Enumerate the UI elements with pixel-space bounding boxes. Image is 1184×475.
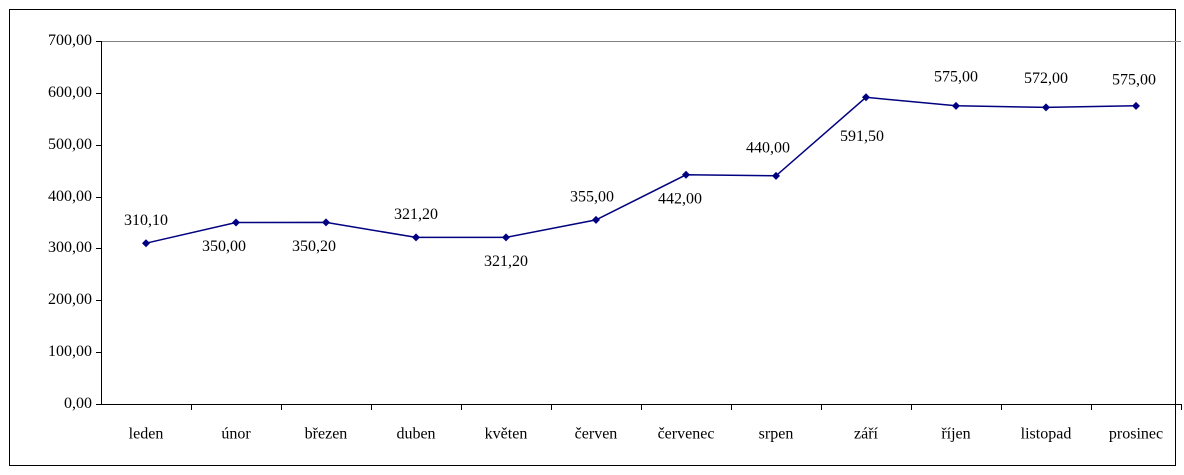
data-label: 321,20: [484, 253, 528, 270]
marker: [412, 233, 420, 242]
marker: [772, 171, 780, 180]
marker: [142, 239, 150, 248]
x-tick-label: leden: [129, 426, 164, 443]
marker: [232, 218, 240, 227]
line: [145, 96, 1137, 244]
data-label: 572,00: [1024, 70, 1068, 87]
marker: [862, 93, 870, 102]
marker: [592, 215, 600, 224]
marker: [322, 218, 330, 227]
data-label: 310,10: [124, 212, 168, 229]
marker: [682, 170, 690, 179]
marker: [502, 233, 510, 242]
y-tick-label: 500,00: [48, 136, 92, 153]
x-tick-label: prosinec: [1109, 426, 1163, 443]
x-tick-label: listopad: [1021, 426, 1072, 443]
x-tick-label: říjen: [941, 426, 970, 443]
data-label: 575,00: [934, 68, 978, 85]
x-tick-label: červenec: [658, 426, 715, 443]
x-tick-label: březen: [305, 426, 348, 443]
y-tick-label: 300,00: [48, 239, 92, 256]
y-tick-label: 0,00: [64, 395, 92, 412]
data-label: 442,00: [658, 190, 702, 207]
y-tick-label: 600,00: [48, 84, 92, 101]
marker: [1042, 103, 1050, 112]
y-tick-label: 700,00: [48, 32, 92, 49]
chart-frame: [9, 9, 1176, 466]
x-tick-label: červen: [575, 426, 618, 443]
data-label: 591,50: [840, 128, 884, 145]
data-label: 575,00: [1112, 71, 1156, 88]
x-tick-label: srpen: [759, 426, 794, 443]
marker: [1132, 101, 1140, 110]
x-tick-label: únor: [221, 426, 251, 443]
data-label: 355,00: [570, 189, 614, 206]
data-label: 440,00: [746, 140, 790, 157]
y-tick-label: 100,00: [48, 343, 92, 360]
y-tick-label: 400,00: [48, 188, 92, 205]
x-tick-label: duben: [396, 426, 435, 443]
data-label: 321,20: [394, 206, 438, 223]
data-label: 350,20: [292, 238, 336, 255]
y-tick-label: 200,00: [48, 291, 92, 308]
data-label: 350,00: [202, 238, 246, 255]
marker: [952, 101, 960, 110]
x-tick-label: září: [854, 426, 879, 443]
x-tick-label: květen: [485, 426, 528, 443]
